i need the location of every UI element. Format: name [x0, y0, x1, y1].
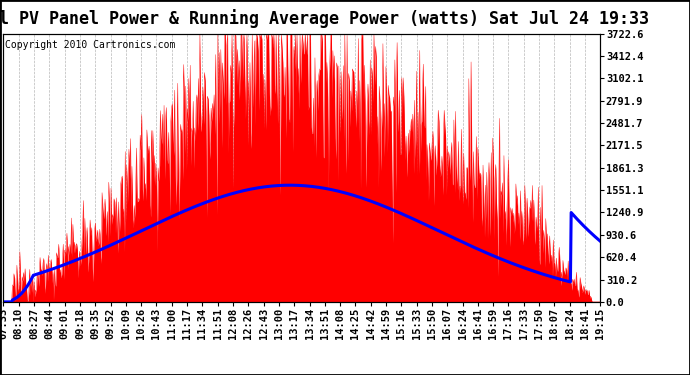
Text: Total PV Panel Power & Running Average Power (watts) Sat Jul 24 19:33: Total PV Panel Power & Running Average P… [0, 9, 649, 28]
Text: Copyright 2010 Cartronics.com: Copyright 2010 Cartronics.com [6, 40, 176, 51]
